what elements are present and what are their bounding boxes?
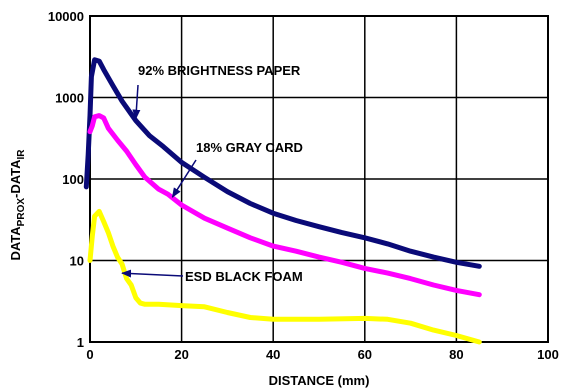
y-tick-label: 1 xyxy=(77,335,84,350)
series-group xyxy=(83,57,482,345)
x-tick-label: 20 xyxy=(174,347,188,362)
y-label-part-3: -DATA xyxy=(8,159,23,198)
y-axis-label: DATAPROX-DATAIR xyxy=(8,149,27,261)
series-line-1 xyxy=(83,57,482,269)
x-axis-label: DISTANCE (mm) xyxy=(269,373,370,388)
y-tick-label: 10 xyxy=(70,254,84,269)
y-label-part-1: DATA xyxy=(8,226,23,261)
series-line-2 xyxy=(87,113,482,298)
y-label-part-2: PROX xyxy=(16,198,27,227)
annotations: 92% BRIGHTNESS PAPER 18% GRAY CARD ESD BLA… xyxy=(121,63,303,284)
annotation-arrow xyxy=(132,84,141,120)
grid xyxy=(90,16,548,342)
x-tick-label: 40 xyxy=(266,347,280,362)
x-tick-label: 80 xyxy=(449,347,463,362)
series-line-3 xyxy=(87,208,482,345)
x-tick-labels: 0 20 40 60 80 100 xyxy=(86,347,558,362)
annotation-label: 92% BRIGHTNESS PAPER xyxy=(138,63,301,78)
y-tick-labels: 1 10 100 1000 10000 xyxy=(48,9,84,350)
annotation-arrow xyxy=(121,269,184,278)
x-tick-label: 100 xyxy=(537,347,559,362)
y-tick-label: 1000 xyxy=(55,91,84,106)
annotation-label: ESD BLACK FOAM xyxy=(185,269,303,284)
y-label-part-4: IR xyxy=(16,149,27,160)
x-tick-label: 0 xyxy=(86,347,93,362)
plot-frame xyxy=(89,15,549,343)
annotation-arrow xyxy=(171,159,197,198)
y-tick-label: 100 xyxy=(62,172,84,187)
y-tick-label: 10000 xyxy=(48,9,84,24)
annotation-label: 18% GRAY CARD xyxy=(196,140,303,155)
x-tick-label: 60 xyxy=(358,347,372,362)
